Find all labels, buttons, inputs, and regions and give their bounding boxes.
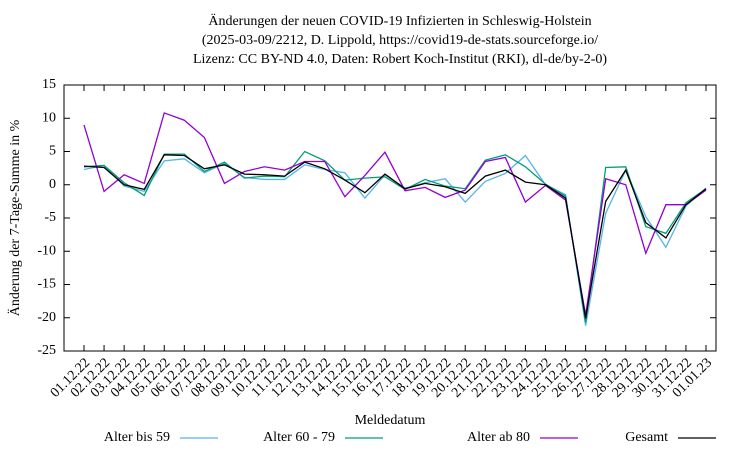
- y-tick-label: -15: [37, 277, 56, 292]
- chart-title: Lizenz: CC BY-ND 4.0, Daten: Robert Koch…: [193, 52, 607, 67]
- y-tick-label: -25: [37, 343, 56, 358]
- y-axis-label: Änderung der 7-Tage-Summe in %: [6, 119, 23, 316]
- series-line: [83, 112, 707, 316]
- y-tick-label: 10: [42, 110, 56, 125]
- legend-label: Gesamt: [625, 430, 668, 445]
- y-tick-label: 15: [42, 77, 56, 92]
- legend-label: Alter ab 80: [467, 430, 530, 445]
- y-tick-label: -10: [37, 243, 56, 258]
- plot-frame: [63, 84, 717, 352]
- y-tick-label: 0: [49, 177, 56, 192]
- y-tick-label: -5: [44, 210, 56, 225]
- y-tick-label: -20: [37, 310, 56, 325]
- chart-title: Änderungen der neuen COVID-19 Infizierte…: [208, 12, 591, 29]
- legend-label: Alter 60 - 79: [263, 430, 335, 445]
- series-line: [83, 150, 707, 323]
- y-tick-label: 5: [49, 144, 56, 159]
- chart-title: (2025-03-09/2212, D. Lippold, https://co…: [202, 33, 598, 48]
- series-line: [83, 154, 707, 319]
- x-axis-label: Meldedatum: [355, 413, 426, 428]
- legend-label: Alter bis 59: [104, 430, 170, 445]
